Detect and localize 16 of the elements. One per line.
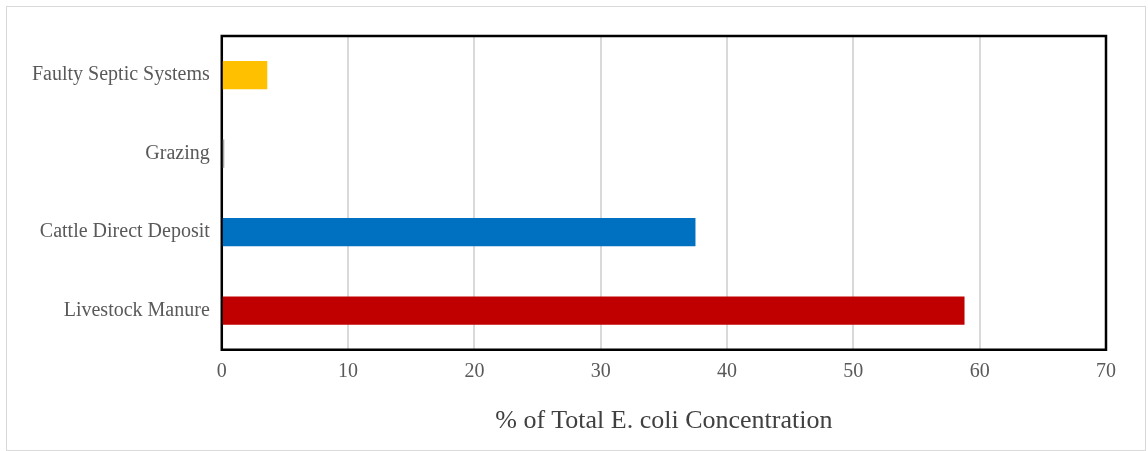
- x-tick-label: 10: [338, 359, 359, 382]
- x-tick-label: 60: [969, 359, 990, 382]
- x-tick-label: 0: [216, 359, 227, 382]
- x-tick-label: 50: [843, 359, 864, 382]
- y-tick-label: Faulty Septic Systems: [31, 62, 210, 86]
- y-tick-label: Livestock Manure: [63, 297, 210, 320]
- bar: [222, 61, 268, 90]
- x-axis-title: % of Total E. coli Concentration: [495, 405, 833, 435]
- x-tick-label: 20: [464, 359, 485, 382]
- x-tick-label: 30: [590, 359, 611, 382]
- x-tick-label: 70: [1096, 359, 1116, 382]
- bar: [222, 296, 965, 325]
- y-tick-label: Grazing: [145, 140, 210, 164]
- bar: [222, 218, 696, 247]
- y-tick-label: Cattle Direct Deposit: [39, 219, 211, 243]
- x-tick-label: 40: [717, 359, 738, 382]
